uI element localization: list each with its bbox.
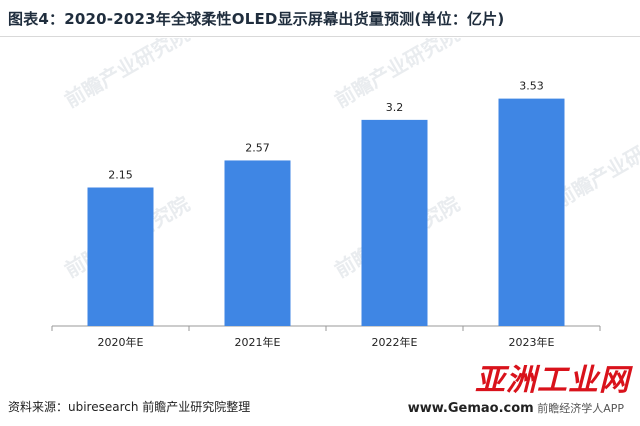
chart-title: 图表4：2020-2023年全球柔性OLED显示屏幕出货量预测(单位：亿片) [8, 10, 505, 28]
site-stamp: 亚洲工业网 www.Gemao.com 前瞻经济学人APP [408, 363, 630, 420]
x-tick-label: 2020年E [98, 335, 144, 349]
x-tick-label: 2023年E [509, 335, 555, 349]
bar-2021年E [224, 160, 291, 326]
x-tick-label: 2021年E [235, 335, 281, 349]
bar-2022年E [361, 119, 428, 326]
data-label: 3.53 [519, 80, 544, 93]
bar-2020年E [87, 187, 154, 326]
chart-area: 前瞻产业研究院前瞻产业研究院前瞻产业研究院前瞻产业研究院前瞻产业研究院2.152… [0, 22, 640, 358]
stamp-app: 前瞻经济学人APP [537, 402, 624, 415]
watermark-text: 前瞻产业研究院 [61, 38, 194, 112]
x-tick-label: 2022年E [372, 335, 418, 349]
source-note: 资料来源：ubiresearch 前瞻产业研究院整理 [8, 400, 251, 414]
bar-chart: 前瞻产业研究院前瞻产业研究院前瞻产业研究院前瞻产业研究院前瞻产业研究院2.152… [51, 22, 640, 349]
stamp-url: www.Gemao.com [407, 401, 534, 416]
stamp-logo-text: 亚洲工业网 [475, 363, 630, 398]
stamp-caption: www.Gemao.com 前瞻经济学人APP [408, 400, 624, 416]
data-label: 3.2 [386, 101, 404, 114]
title-divider [0, 36, 640, 37]
data-label: 2.57 [245, 141, 270, 154]
data-label: 2.15 [108, 169, 133, 182]
bar-2023年E [498, 98, 565, 326]
